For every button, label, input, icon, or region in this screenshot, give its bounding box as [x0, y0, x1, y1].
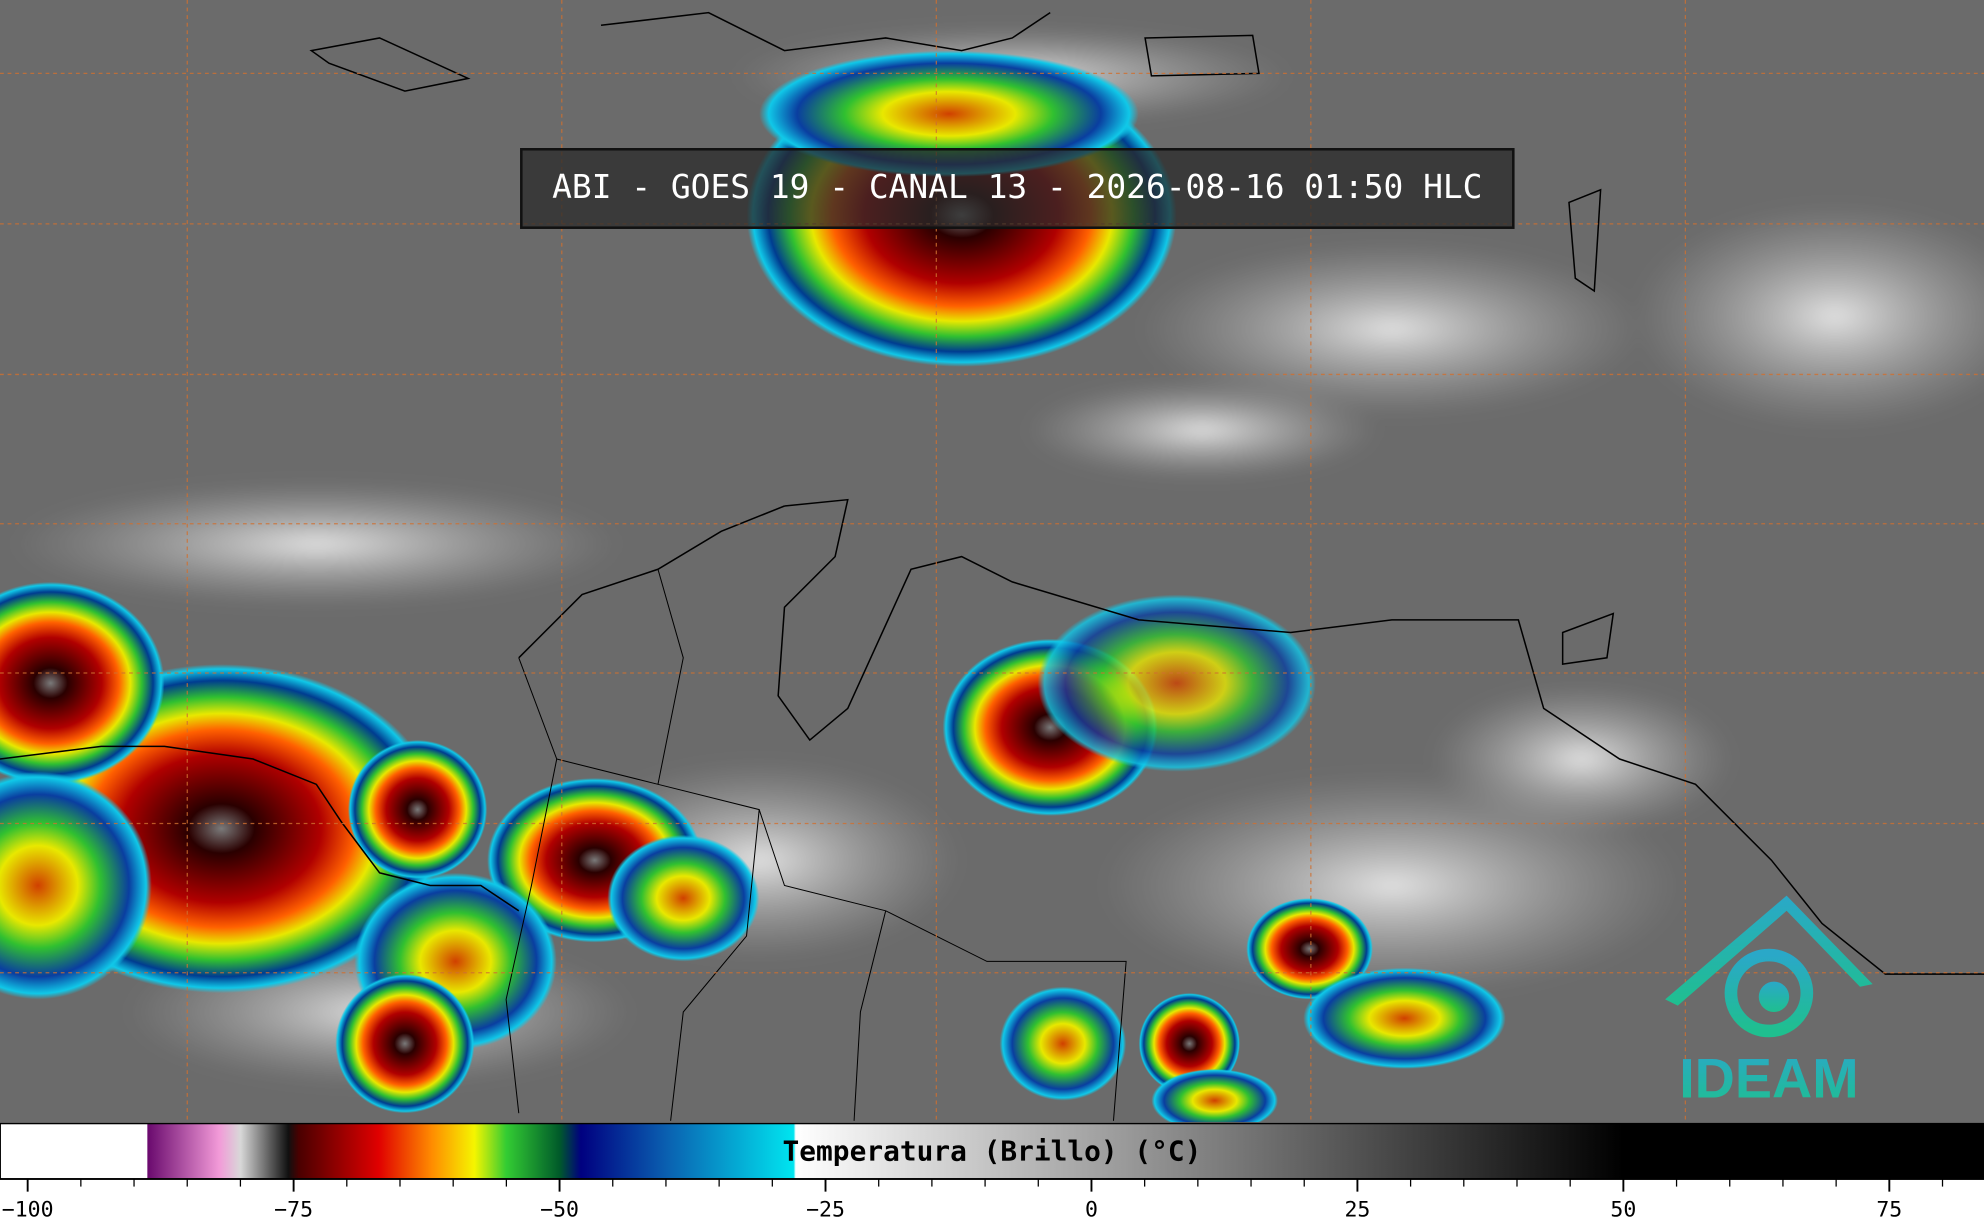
borders: [505, 569, 1127, 1121]
title: ABI - GOES 19 - CANAL 13 - 2026-08-16 01…: [552, 167, 1482, 206]
colorbar-scale: [0, 1122, 1984, 1180]
tick-label: 25: [1344, 1198, 1370, 1222]
colorbar: Temperatura (Brillo) (°C) −100 −75 −50 −25 0…: [0, 1122, 1984, 1222]
tick-label: −25: [806, 1198, 845, 1222]
logo-text: IDEAM: [1679, 1048, 1858, 1110]
tick-label: −100: [2, 1198, 54, 1222]
colorbar-label: Temperatura (Brillo) (°C): [783, 1134, 1202, 1167]
graticule: [0, 0, 1984, 1123]
logo: IDEAM: [1665, 895, 1873, 1110]
title-box: ABI - GOES 19 - CANAL 13 - 2026-08-16 01…: [520, 148, 1515, 229]
tick-label: 50: [1610, 1198, 1636, 1222]
tick-label: 0: [1085, 1198, 1098, 1222]
tick-label: −50: [540, 1198, 579, 1222]
tick-label: −75: [274, 1198, 313, 1222]
tick-label: 75: [1876, 1198, 1902, 1222]
coastlines: [0, 11, 1984, 975]
